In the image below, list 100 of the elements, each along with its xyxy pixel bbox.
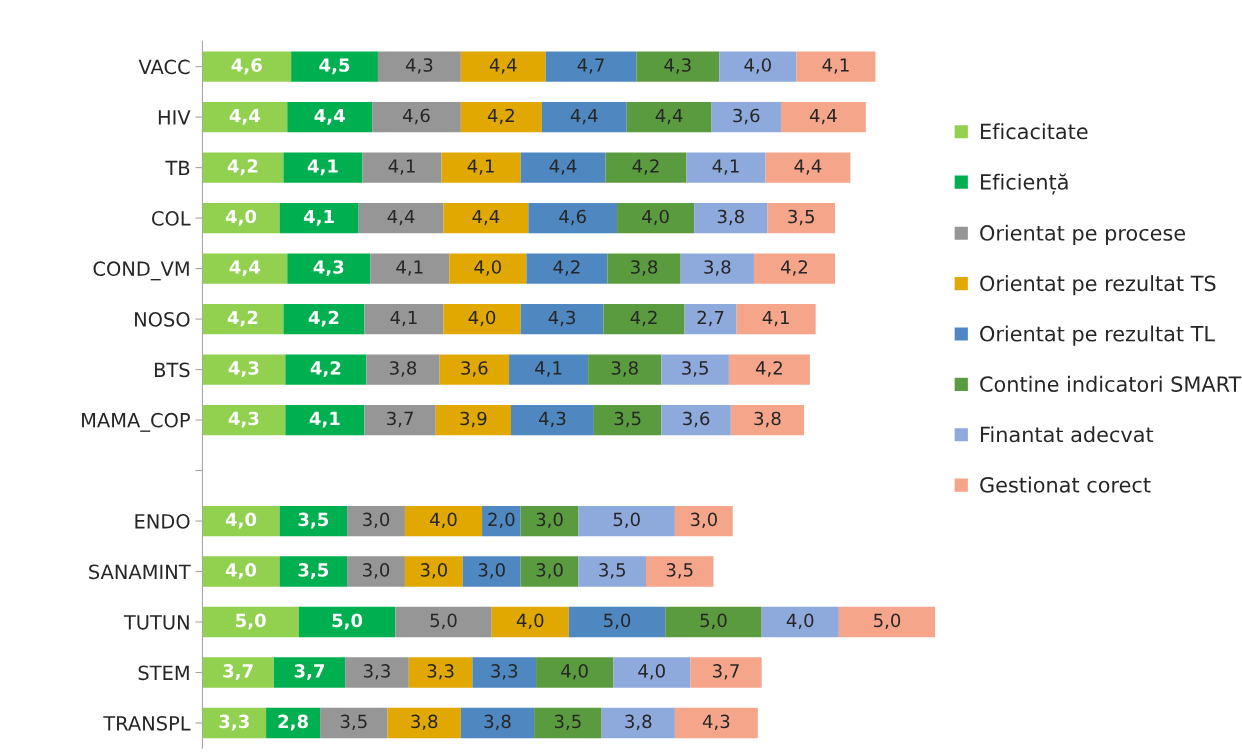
y-tick-label: STEM: [138, 665, 189, 681]
data-label: 2,7: [697, 310, 724, 327]
data-label: 4,0: [474, 260, 501, 276]
data-label: 3,6: [733, 108, 760, 125]
data-label: 3,8: [484, 714, 511, 731]
data-label: 3,6: [683, 411, 710, 428]
y-tick-label: TRANSPL: [103, 715, 191, 731]
data-label: 3,0: [363, 563, 390, 579]
data-label: 3,9: [460, 411, 487, 428]
data-label: 4,2: [227, 310, 258, 327]
data-label: 3,7: [223, 664, 253, 681]
bar: [684, 303, 737, 335]
bar: [279, 505, 348, 537]
bar: [287, 101, 373, 133]
data-label: 3,8: [390, 361, 417, 377]
data-label: 2,8: [278, 714, 308, 731]
data-label: 4,1: [762, 310, 789, 327]
data-label: 3,3: [427, 664, 454, 680]
bar: [462, 556, 521, 587]
data-label: 4,0: [225, 512, 257, 529]
data-label: 5,0: [613, 512, 640, 529]
data-label: 4,2: [755, 361, 782, 377]
bar: [395, 606, 492, 638]
bar: [526, 253, 608, 284]
data-label: 3,0: [478, 563, 505, 579]
data-label: 4,0: [786, 613, 814, 630]
data-label: 4,0: [744, 58, 771, 74]
data-label: 4,1: [396, 260, 423, 276]
data-label: 4,3: [228, 361, 259, 378]
y-tick-label: ENDO: [135, 513, 190, 529]
bar: [607, 253, 681, 284]
data-label: 4,3: [548, 310, 575, 327]
data-label: 3,5: [788, 209, 814, 226]
bar: [645, 556, 714, 587]
bar: [202, 606, 299, 638]
data-label: 4,3: [228, 411, 259, 428]
bar: [202, 404, 286, 436]
bar: [520, 505, 579, 537]
bar: [387, 707, 461, 739]
bar: [460, 101, 542, 133]
data-label: 4,3: [664, 58, 691, 74]
bar: [510, 404, 594, 436]
data-label: 3,0: [536, 563, 563, 579]
bar: [435, 404, 511, 436]
data-label: 3,5: [298, 563, 329, 580]
data-label: 4,6: [403, 108, 430, 125]
data-label: 4,1: [390, 310, 417, 327]
data-label: 5,0: [604, 613, 631, 630]
bar: [528, 202, 618, 234]
data-label: 4,2: [780, 260, 807, 276]
y-tick-label: MAMA_COP: [82, 412, 190, 432]
legend-label: Contine indicatori SMART: [980, 375, 1242, 392]
legend-label: Eficacitate: [981, 123, 1088, 140]
data-label: 4,1: [822, 58, 849, 74]
data-label: 3,8: [411, 714, 438, 731]
y-tick-label: BTS: [154, 362, 190, 378]
data-label: 3,8: [611, 361, 638, 377]
data-label: 4,2: [310, 361, 341, 378]
bar: [202, 505, 280, 537]
data-label: 4,0: [516, 613, 544, 630]
bar: [449, 253, 527, 284]
bar: [443, 303, 521, 335]
bar: [202, 202, 280, 234]
bar: [509, 354, 589, 385]
data-label: 5,0: [700, 613, 727, 630]
data-label: 3,8: [631, 260, 658, 276]
data-label: 4,2: [227, 159, 258, 176]
bar: [665, 606, 762, 638]
bar: [613, 657, 691, 688]
data-label: 4,0: [430, 512, 457, 529]
bar: [601, 707, 675, 739]
bar: [719, 51, 797, 82]
data-label: 4,3: [702, 714, 730, 731]
bar: [291, 51, 378, 82]
bar: [730, 404, 805, 436]
data-label: 4,0: [468, 310, 496, 327]
bar: [534, 707, 602, 739]
bar: [439, 354, 510, 385]
data-label: 4,2: [632, 159, 659, 175]
bar: [578, 556, 646, 587]
bar: [202, 657, 274, 688]
bar: [661, 354, 729, 385]
data-label: 3,8: [717, 209, 744, 226]
data-label: 3,5: [666, 563, 693, 579]
y-tick-label: COL: [152, 211, 191, 226]
bar: [780, 101, 866, 133]
bar: [520, 152, 606, 183]
bar: [838, 606, 936, 638]
data-label: 4,1: [309, 411, 340, 428]
data-label: 3,0: [536, 512, 563, 529]
data-label: 4,3: [405, 58, 433, 74]
legend-label: Gestionat corect: [980, 476, 1151, 493]
bar: [347, 556, 405, 587]
data-label: 5,0: [430, 613, 457, 630]
bar: [603, 303, 685, 335]
bar: [761, 606, 839, 638]
data-label: 4,4: [387, 209, 415, 226]
bar: [578, 505, 675, 537]
bar: [694, 202, 768, 234]
data-label: 5,0: [332, 613, 363, 630]
